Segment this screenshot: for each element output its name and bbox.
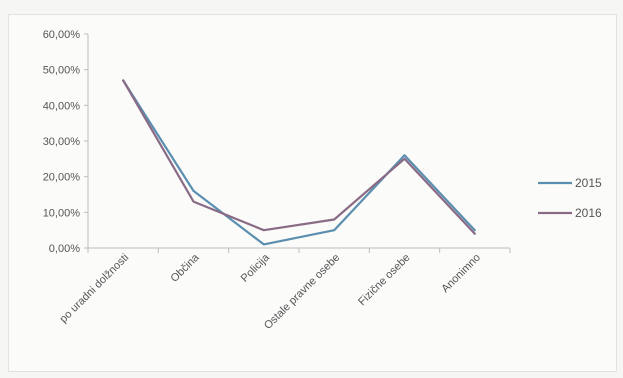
legend: 2015 2016	[538, 176, 602, 220]
y-axis: 0,00% 10,00% 20,00% 30,00% 40,00% 50,00% 60,00…	[43, 29, 89, 255]
series-lines	[122, 79, 476, 246]
x-category-label: Policija	[239, 251, 273, 285]
series-line-2015	[122, 79, 476, 246]
y-tick-label: 40,00%	[43, 100, 81, 112]
series-line-2016	[122, 79, 476, 235]
x-category-label: po uradni dolžnosti	[58, 252, 132, 326]
x-category-label: Občina	[168, 251, 202, 285]
x-axis: po uradni dolžnosti Občina PolicijaOstale …	[58, 247, 511, 332]
y-tick-label: 30,00%	[43, 136, 81, 148]
y-tick-label: 20,00%	[43, 172, 81, 184]
y-tick-label: 50,00%	[43, 65, 81, 77]
x-category-label: Fizične osebe	[356, 252, 412, 308]
x-category-label: Ostale pravne osebe	[262, 252, 342, 332]
y-tick-label: 0,00%	[49, 243, 80, 255]
legend-label-2016: 2016	[575, 206, 602, 220]
legend-label-2015: 2015	[575, 176, 602, 190]
y-tick-label: 60,00%	[43, 29, 81, 41]
chart-frame	[8, 14, 617, 372]
y-tick-label: 10,00%	[43, 207, 81, 219]
x-category-label: Anonimno	[439, 252, 483, 296]
